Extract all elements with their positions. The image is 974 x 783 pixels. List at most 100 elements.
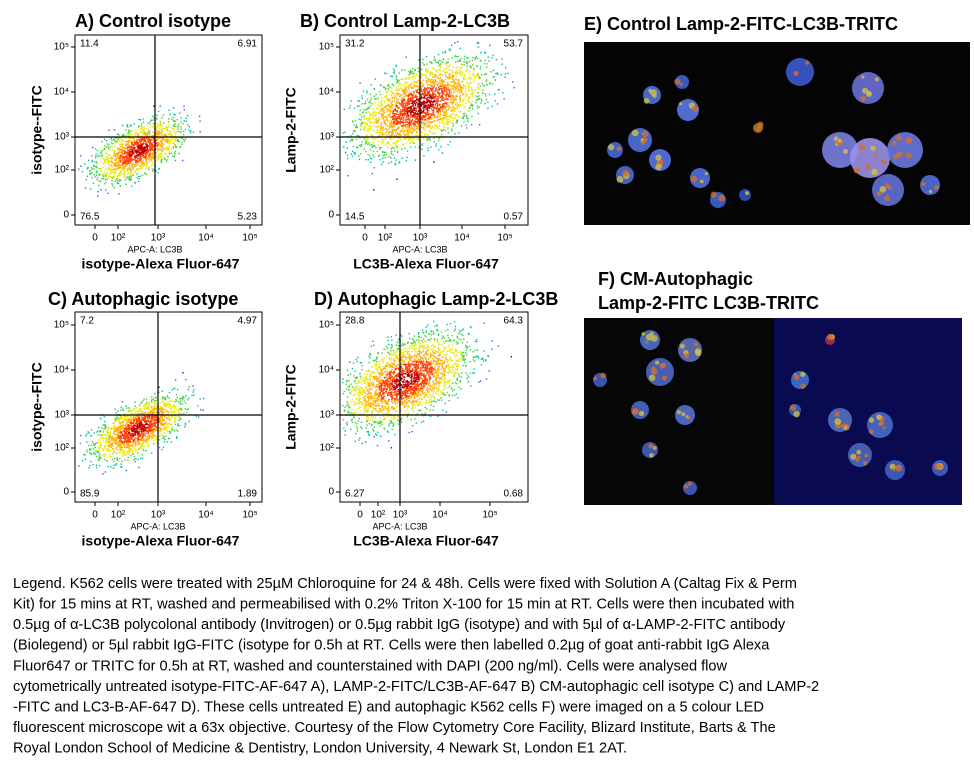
- event-dot: [146, 157, 147, 158]
- event-dot: [141, 138, 142, 139]
- event-dot: [400, 131, 401, 132]
- event-dot: [127, 168, 128, 169]
- event-dot: [364, 126, 365, 127]
- event-dot: [431, 108, 432, 109]
- event-dot: [148, 155, 149, 156]
- event-dot: [410, 146, 411, 147]
- event-dot: [174, 156, 175, 157]
- event-dot: [446, 121, 447, 122]
- event-dot: [105, 179, 106, 180]
- event-dot: [502, 64, 503, 65]
- event-dot: [379, 148, 380, 149]
- event-dot: [173, 388, 174, 389]
- event-dot: [137, 158, 138, 159]
- event-dot: [446, 87, 447, 88]
- event-dot: [412, 140, 413, 141]
- event-dot: [449, 96, 450, 97]
- event-dot: [475, 95, 476, 96]
- event-dot: [150, 155, 151, 156]
- event-dot: [396, 105, 397, 106]
- event-dot: [134, 151, 135, 152]
- event-dot: [153, 169, 154, 170]
- event-dot: [404, 130, 405, 131]
- event-dot: [495, 73, 496, 74]
- event-dot: [95, 447, 96, 448]
- y-axis-label: Lamp-2-FITC: [283, 87, 299, 173]
- event-dot: [165, 149, 166, 150]
- event-dot: [109, 147, 110, 148]
- event-dot: [466, 57, 467, 58]
- event-dot: [146, 162, 147, 163]
- event-dot: [391, 124, 392, 125]
- event-dot: [106, 156, 107, 157]
- event-dot: [484, 63, 485, 64]
- event-dot: [463, 64, 464, 65]
- event-dot: [447, 84, 448, 85]
- event-dot: [457, 86, 458, 87]
- event-dot: [451, 102, 452, 103]
- event-dot: [371, 84, 372, 85]
- event-dot: [109, 164, 110, 165]
- event-dot: [410, 99, 411, 100]
- event-dot: [150, 150, 151, 151]
- event-dot: [180, 131, 181, 132]
- event-dot: [378, 141, 379, 142]
- event-dot: [435, 88, 436, 89]
- event-dot: [472, 96, 473, 97]
- event-dot: [480, 68, 481, 69]
- event-dot: [142, 138, 143, 139]
- event-dot: [125, 184, 126, 185]
- event-dot: [395, 163, 396, 164]
- event-dot: [471, 116, 472, 117]
- event-dot: [461, 67, 462, 68]
- event-dot: [109, 157, 110, 158]
- event-dot: [128, 142, 129, 143]
- event-dot: [417, 134, 418, 135]
- event-dot: [148, 444, 149, 445]
- event-dot: [118, 138, 119, 139]
- event-dot: [465, 125, 466, 126]
- event-dot: [129, 149, 130, 150]
- plot-frame: [75, 35, 262, 225]
- event-dot: [428, 92, 429, 93]
- event-dot: [160, 153, 161, 154]
- event-dot: [161, 155, 162, 156]
- event-dot: [447, 124, 448, 125]
- event-dot: [122, 125, 123, 126]
- event-dot: [160, 121, 161, 122]
- event-dot: [385, 106, 386, 107]
- event-dot: [140, 145, 141, 146]
- event-dot: [439, 80, 440, 81]
- event-dot: [148, 167, 149, 168]
- event-dot: [178, 139, 179, 140]
- event-dot: [454, 111, 455, 112]
- event-dot: [178, 123, 179, 124]
- event-dot: [406, 143, 407, 144]
- event-dot: [445, 95, 446, 96]
- event-dot: [371, 144, 372, 145]
- event-dot: [426, 120, 427, 121]
- event-dot: [404, 134, 405, 135]
- event-dot: [182, 160, 183, 161]
- event-dot: [158, 157, 159, 158]
- event-dot: [185, 138, 186, 139]
- event-dot: [376, 108, 377, 109]
- event-dot: [130, 167, 131, 168]
- event-dot: [421, 69, 422, 70]
- event-dot: [373, 123, 374, 124]
- event-dot: [382, 158, 383, 159]
- event-dot: [160, 145, 161, 146]
- event-dot: [365, 109, 366, 110]
- event-dot: [451, 45, 452, 46]
- event-dot: [188, 130, 189, 131]
- event-dot: [177, 416, 178, 417]
- event-dot: [171, 133, 172, 134]
- event-dot: [127, 133, 128, 134]
- event-dot: [118, 183, 119, 184]
- event-dot: [364, 139, 365, 140]
- event-dot: [115, 141, 116, 142]
- event-dot: [469, 107, 470, 108]
- event-dot: [160, 411, 161, 412]
- event-dot: [373, 108, 374, 109]
- event-dot: [416, 131, 417, 132]
